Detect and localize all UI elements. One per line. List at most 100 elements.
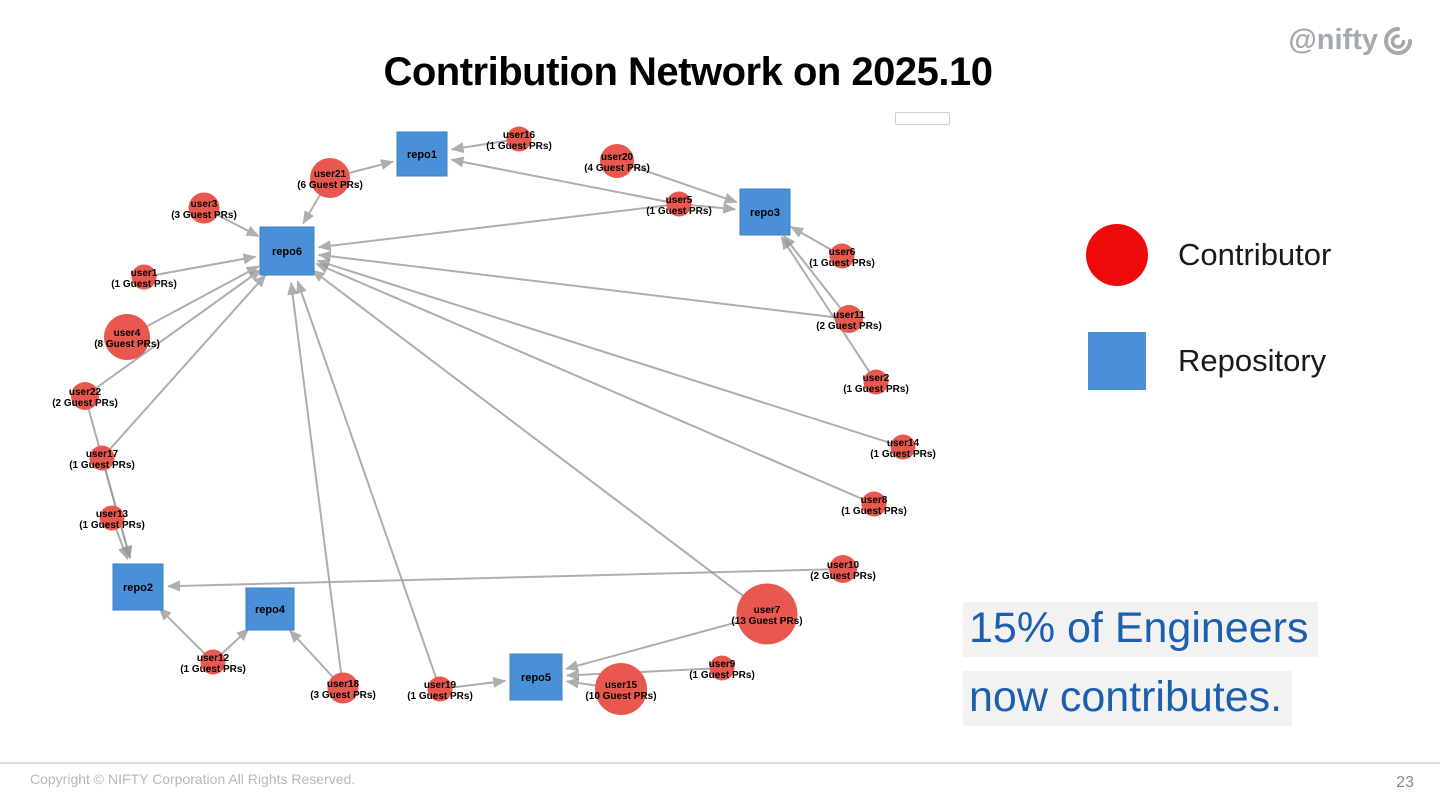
edge-user12-repo2 bbox=[158, 607, 214, 663]
network-node-user11: user11(2 Guest PRs) bbox=[816, 305, 882, 333]
user-label-user12: user12 bbox=[197, 653, 230, 664]
callout-line-1: 15% of Engineers bbox=[963, 602, 1319, 658]
network-node-user10: user10(2 Guest PRs) bbox=[810, 555, 876, 583]
network-node-repo1: repo1 bbox=[396, 131, 448, 177]
user-label-user5: user5 bbox=[666, 195, 693, 206]
user-label-user13: user13 bbox=[96, 509, 129, 520]
user-sublabel-user7: (13 Guest PRs) bbox=[731, 616, 802, 627]
user-circle-user20 bbox=[600, 144, 634, 178]
network-node-user4: user4(8 Guest PRs) bbox=[94, 314, 160, 360]
network-node-user16: user16(1 Guest PRs) bbox=[486, 126, 552, 152]
contributor-marker-icon bbox=[1086, 224, 1148, 286]
copyright-text: Copyright © NIFTY Corporation All Rights… bbox=[30, 771, 356, 787]
user-sublabel-user6: (1 Guest PRs) bbox=[809, 258, 875, 269]
repository-marker-icon bbox=[1088, 332, 1146, 390]
edge-user11-repo6 bbox=[317, 250, 850, 320]
user-sublabel-user2: (1 Guest PRs) bbox=[843, 384, 909, 395]
user-label-user20: user20 bbox=[601, 152, 634, 163]
user-sublabel-user15: (10 Guest PRs) bbox=[585, 691, 656, 702]
network-node-user17: user17(1 Guest PRs) bbox=[69, 445, 135, 471]
repo-square-repo5 bbox=[509, 653, 563, 701]
edge-user10-repo2 bbox=[166, 568, 844, 592]
user-sublabel-user22: (2 Guest PRs) bbox=[52, 398, 118, 409]
repo-label-repo5: repo5 bbox=[521, 672, 551, 684]
edge-user7-repo6 bbox=[311, 269, 768, 615]
user-sublabel-user21: (6 Guest PRs) bbox=[297, 180, 363, 191]
user-sublabel-user4: (8 Guest PRs) bbox=[94, 339, 160, 350]
user-label-user22: user22 bbox=[69, 387, 102, 398]
user-label-user18: user18 bbox=[327, 679, 360, 690]
network-node-user22: user22(2 Guest PRs) bbox=[52, 382, 118, 410]
user-circle-user15 bbox=[595, 663, 647, 715]
user-label-user9: user9 bbox=[709, 659, 736, 670]
user-circle-user19 bbox=[427, 676, 453, 702]
page-number: 23 bbox=[1396, 774, 1414, 791]
user-circle-user1 bbox=[131, 264, 157, 290]
network-node-user18: user18(3 Guest PRs) bbox=[310, 672, 376, 704]
edge-user5-repo6 bbox=[317, 203, 680, 252]
network-node-user5: user5(1 Guest PRs) bbox=[646, 191, 712, 217]
user-sublabel-user11: (2 Guest PRs) bbox=[816, 321, 882, 332]
edge-user9-repo5 bbox=[565, 667, 723, 681]
user-label-user2: user2 bbox=[863, 373, 890, 384]
slide-title: Contribution Network on 2025.10 bbox=[383, 50, 993, 94]
user-label-user19: user19 bbox=[424, 680, 457, 691]
user-circle-user21 bbox=[310, 158, 350, 198]
user-sublabel-user20: (4 Guest PRs) bbox=[584, 163, 650, 174]
user-sublabel-user8: (1 Guest PRs) bbox=[841, 506, 907, 517]
user-circle-user10 bbox=[829, 555, 857, 583]
empty-legend-box bbox=[895, 112, 950, 125]
edge-user7-repo5 bbox=[564, 613, 768, 671]
edge-user17-repo6 bbox=[101, 274, 267, 459]
user-label-user10: user10 bbox=[827, 560, 860, 571]
user-circle-user14 bbox=[890, 434, 916, 460]
callout: 15% of Engineers now contributes. bbox=[963, 602, 1319, 727]
nifty-logo-mark bbox=[1384, 26, 1412, 55]
network-node-user12: user12(1 Guest PRs) bbox=[180, 649, 246, 675]
legend-label-repository: Repository bbox=[1178, 343, 1327, 378]
user-circle-user11 bbox=[835, 305, 863, 333]
user-sublabel-user14: (1 Guest PRs) bbox=[870, 449, 936, 460]
edge-user11-repo3 bbox=[782, 234, 850, 320]
user-label-user15: user15 bbox=[605, 680, 638, 691]
user-label-user14: user14 bbox=[887, 438, 920, 449]
user-circle-user3 bbox=[188, 192, 220, 224]
repo-square-repo6 bbox=[259, 226, 315, 276]
user-sublabel-user3: (3 Guest PRs) bbox=[171, 210, 237, 221]
user-sublabel-user10: (2 Guest PRs) bbox=[810, 571, 876, 582]
network-node-user9: user9(1 Guest PRs) bbox=[689, 655, 755, 681]
edge-user1-repo6 bbox=[143, 253, 257, 278]
repo-label-repo1: repo1 bbox=[407, 149, 437, 161]
edge-user14-repo6 bbox=[316, 259, 904, 448]
network-node-repo6: repo6 bbox=[259, 226, 315, 276]
user-circle-user2 bbox=[863, 369, 889, 395]
footer-divider bbox=[0, 762, 1440, 764]
user-label-user8: user8 bbox=[861, 495, 888, 506]
user-circle-user18 bbox=[327, 672, 359, 704]
user-label-user17: user17 bbox=[86, 449, 119, 460]
user-circle-user13 bbox=[99, 505, 125, 531]
user-sublabel-user12: (1 Guest PRs) bbox=[180, 664, 246, 675]
network-edges bbox=[84, 138, 904, 690]
user-circle-user5 bbox=[666, 191, 692, 217]
user-circle-user12 bbox=[200, 649, 226, 675]
repo-label-repo6: repo6 bbox=[272, 246, 302, 258]
user-sublabel-user19: (1 Guest PRs) bbox=[407, 691, 473, 702]
network-node-user19: user19(1 Guest PRs) bbox=[407, 676, 473, 702]
user-circle-user17 bbox=[89, 445, 115, 471]
nifty-logo-text: @nifty bbox=[1288, 24, 1379, 56]
edge-user18-repo6 bbox=[287, 281, 344, 689]
user-sublabel-user16: (1 Guest PRs) bbox=[486, 141, 552, 152]
network-node-user3: user3(3 Guest PRs) bbox=[171, 192, 237, 224]
user-circle-user4 bbox=[104, 314, 150, 360]
user-sublabel-user5: (1 Guest PRs) bbox=[646, 206, 712, 217]
user-sublabel-user18: (3 Guest PRs) bbox=[310, 690, 376, 701]
network-node-user13: user13(1 Guest PRs) bbox=[79, 505, 145, 531]
edge-user5-repo1 bbox=[450, 156, 680, 205]
network-node-repo5: repo5 bbox=[509, 653, 563, 701]
user-circle-user22 bbox=[71, 382, 99, 410]
legend-label-contributor: Contributor bbox=[1178, 237, 1332, 272]
user-sublabel-user13: (1 Guest PRs) bbox=[79, 520, 145, 531]
